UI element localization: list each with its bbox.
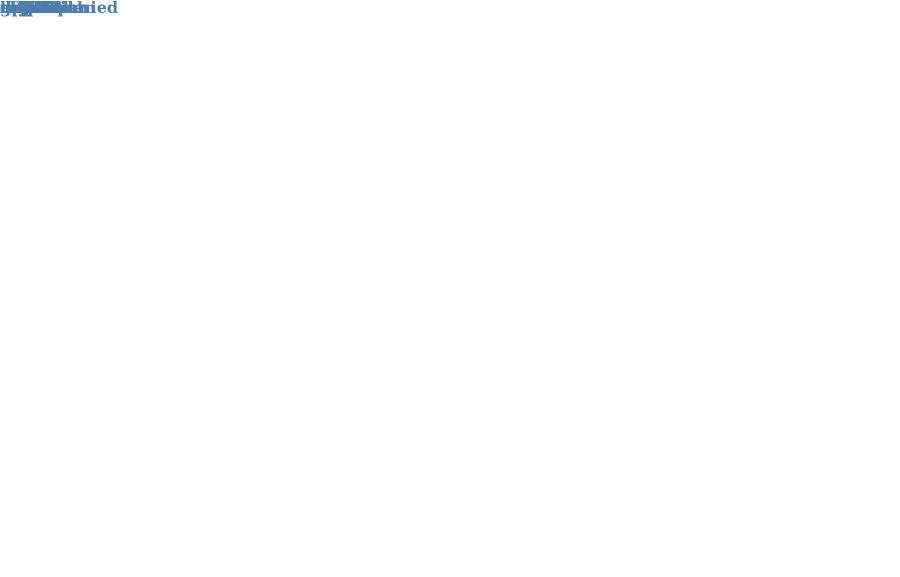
- word-luminal: luminal: [0, 0, 69, 17]
- word-anemia: anemia: [0, 0, 66, 17]
- word-buffer: buffer: [0, 0, 55, 17]
- word-chronic: chronic: [0, 0, 68, 17]
- word-liver: liver: [0, 0, 41, 17]
- word-action: action: [0, 0, 56, 17]
- word-effect: effect: [0, 0, 51, 17]
- word-hepcidin: hepcidin: [0, 0, 78, 17]
- word-inhibition: inhibition: [0, 0, 89, 17]
- word-dog: dog: [0, 0, 34, 17]
- word-model: model: [0, 0, 56, 17]
- word-metal: metal: [0, 0, 51, 17]
- word-region: region: [0, 0, 59, 17]
- word-gene: gene: [0, 0, 44, 17]
- word-expression: expression: [0, 0, 96, 17]
- word-duodenal: duodenal: [0, 0, 83, 17]
- word-mouse: mouse: [0, 0, 59, 17]
- word-crypt: crypt: [0, 0, 47, 17]
- word-upper: upper: [0, 0, 53, 17]
- word-inducible: inducible: [0, 0, 84, 17]
- word-iron: iron: [0, 0, 37, 17]
- word-uptake: uptake: [0, 0, 62, 17]
- word-accompanied: accompanied: [0, 0, 119, 17]
- word-level: level: [0, 0, 42, 17]
- word-cadmium: cadmium: [0, 0, 83, 17]
